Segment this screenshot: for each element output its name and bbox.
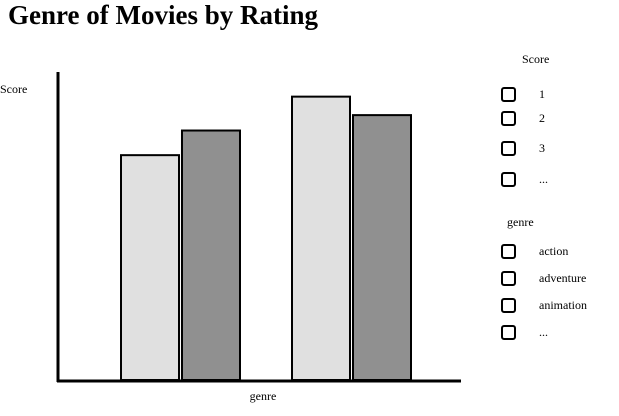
checkbox-icon[interactable] — [501, 141, 516, 156]
bar — [291, 95, 351, 381]
bar — [181, 129, 241, 381]
checkbox-icon[interactable] — [501, 87, 516, 102]
bar-chart: Score genre — [0, 72, 461, 403]
checkbox-icon[interactable] — [501, 111, 516, 126]
bar — [120, 154, 180, 381]
genre-filter-title: genre — [507, 215, 534, 229]
checkbox-icon[interactable] — [501, 298, 516, 313]
checkbox-icon[interactable] — [501, 325, 516, 340]
chart-title: Genre of Movies by Rating — [8, 0, 318, 30]
score-filter-title: Score — [522, 52, 550, 66]
y-axis-label: Score — [0, 82, 27, 96]
checkbox-icon[interactable] — [501, 244, 516, 259]
x-axis-label: genre — [250, 389, 277, 403]
checkbox-icon[interactable] — [501, 271, 516, 286]
checkbox-icon[interactable] — [501, 172, 516, 187]
bar — [352, 114, 412, 382]
